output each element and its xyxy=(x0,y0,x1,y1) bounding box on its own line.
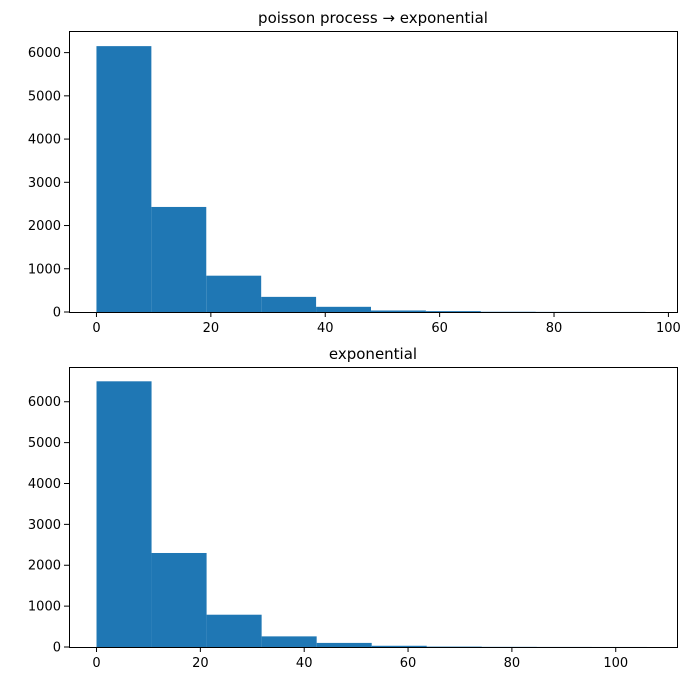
histogram-bar xyxy=(316,306,371,312)
histogram-bar xyxy=(96,46,152,312)
x-tick-label: 40 xyxy=(296,656,313,671)
y-tick-label: 5000 xyxy=(28,436,61,451)
y-tick-label: 4000 xyxy=(28,133,61,148)
x-tick-label: 40 xyxy=(317,321,334,336)
histogram-bar xyxy=(151,206,207,312)
y-tick-label: 2000 xyxy=(28,219,61,234)
histogram-bar xyxy=(370,310,426,312)
y-tick-label: 4000 xyxy=(28,477,61,492)
subplot-1: 0 20 40 60 80 1000100020003000400050006000poi… xyxy=(28,9,681,336)
y-tick-label: 5000 xyxy=(28,89,61,104)
x-tick-label: 20 xyxy=(203,321,220,336)
y-tick-label: 6000 xyxy=(28,46,61,61)
x-tick-label: 80 xyxy=(504,656,521,671)
chart-title: poisson process → exponential xyxy=(258,9,488,27)
axes-frame xyxy=(69,367,678,648)
histogram-bar xyxy=(261,636,317,647)
x-tick-label: 60 xyxy=(431,321,448,336)
histogram-bar xyxy=(206,275,262,312)
histogram-bar xyxy=(96,381,152,647)
y-tick-label: 2000 xyxy=(28,559,61,574)
axes-frame xyxy=(69,31,678,313)
y-tick-label: 6000 xyxy=(28,395,61,410)
x-tick-label: 100 xyxy=(603,656,628,671)
chart-title: exponential xyxy=(329,345,417,363)
y-tick-label: 3000 xyxy=(28,176,61,191)
y-tick-label: 1000 xyxy=(28,262,61,277)
histogram-bar xyxy=(151,552,207,647)
histogram-bar xyxy=(261,296,317,312)
x-tick-label: 0 xyxy=(92,656,100,671)
histogram-bar xyxy=(206,614,262,647)
x-tick-label: 20 xyxy=(192,656,209,671)
x-tick-label: 80 xyxy=(546,321,563,336)
histogram-bar xyxy=(316,642,372,647)
y-tick-label: 0 xyxy=(53,641,61,656)
y-tick-label: 3000 xyxy=(28,518,61,533)
x-tick-label: 0 xyxy=(92,321,100,336)
y-tick-label: 0 xyxy=(53,306,61,321)
x-tick-label: 60 xyxy=(400,656,417,671)
histogram-bar xyxy=(371,645,427,647)
histogram-bar xyxy=(425,311,481,312)
x-tick-label: 100 xyxy=(656,321,681,336)
y-tick-label: 1000 xyxy=(28,600,61,615)
subplot-2: 0 20 40 60 80 1000100020003000400050006000exp… xyxy=(28,345,678,671)
